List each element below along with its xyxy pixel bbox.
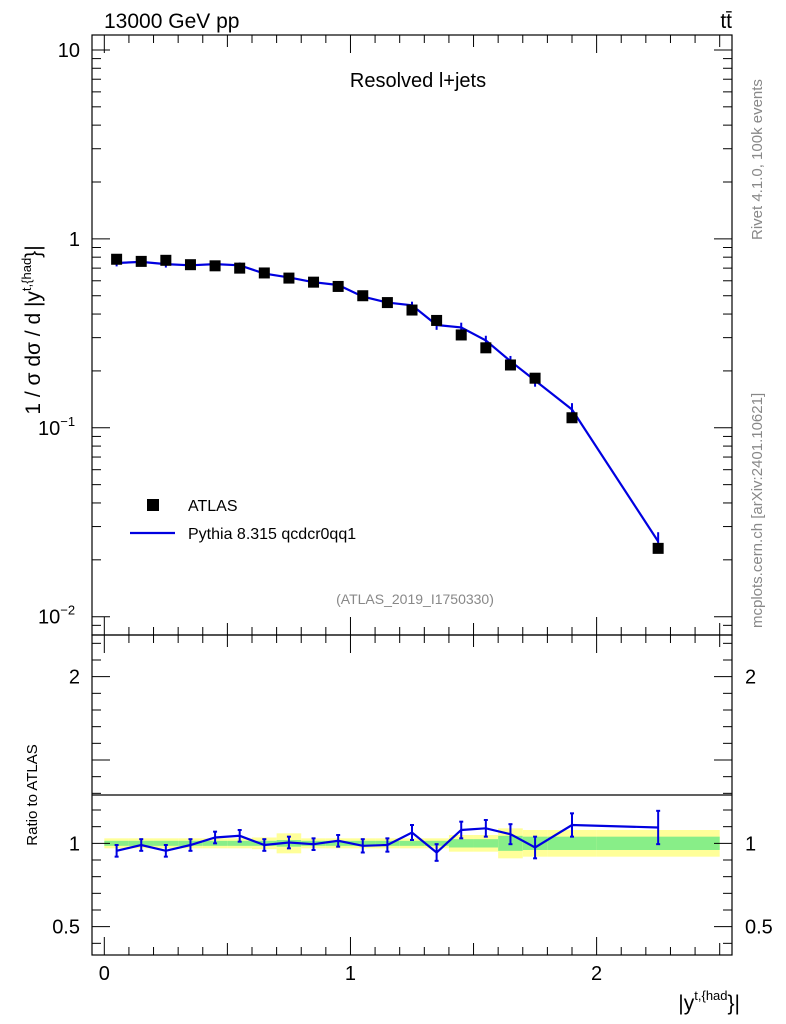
x-tick-label: 2 [591,963,602,985]
source-label: mcplots.cern.ch [arXiv:2401.10621] [749,393,766,628]
atlas-point [566,412,578,424]
atlas-point [455,329,467,341]
ratio-line [116,823,659,854]
band-green [399,840,425,846]
atlas-point [504,359,516,371]
band-green [547,836,597,850]
ratio-tick-label-right: 1 [745,833,756,855]
y-tick-label: 10 [58,40,80,62]
atlas-point [258,267,270,279]
analysis-id: (ATLAS_2019_I1750330) [336,591,494,607]
ratio-tick-label-right: 0.5 [745,917,773,939]
band-green [153,840,179,846]
atlas-point [652,542,664,554]
atlas-point [135,255,147,267]
legend-atlas-label: ATLAS [188,498,238,515]
atlas-point [529,372,541,384]
atlas-point [234,262,246,274]
legend-atlas-marker [147,499,159,511]
svg-text:Rivet 4.1.0, 100k events: Rivet 4.1.0, 100k events [749,79,766,240]
ratio-ylabel: Ratio to ATLAS [24,744,41,845]
ratio-tick-label: 2 [69,667,80,689]
svg-text:Ratio to ATLAS: Ratio to ATLAS [24,744,41,845]
atlas-point [283,272,295,284]
ratio-tick-label: 1 [69,833,80,855]
atlas-point [308,276,320,288]
atlas-point [357,290,369,302]
header-right: tt̄ [720,10,732,33]
y-tick-label: 10−2 [38,603,75,629]
band-green [227,840,252,846]
atlas-point [111,253,123,265]
atlas-point [431,314,443,326]
atlas-point [480,342,492,354]
band-green [473,839,499,848]
ratio-frame [91,634,733,956]
y-tick-label: 1 [69,229,80,251]
legend-mc-label: Pythia 8.315 qcdcr0qq1 [188,526,356,543]
x-tick-label: 1 [345,963,356,985]
svg-text:1 / σ dσ / d |yt,{had}|: 1 / σ dσ / d |yt,{had}| [19,245,45,414]
plot-title: Resolved l+jets [350,70,486,92]
ratio-tick-label: 0.5 [52,917,80,939]
legend: ATLAS Pythia 8.315 qcdcr0qq1 [130,498,356,543]
band-green [448,839,474,848]
y-tick-label: 10−1 [38,414,75,440]
main-frame [91,34,733,636]
x-axis-label: |yt,{had}| [678,988,740,1015]
header-left: 13000 GeV pp [104,10,239,33]
svg-text:mcplots.cern.ch [arXiv:2401.10: mcplots.cern.ch [arXiv:2401.10621] [749,393,766,628]
x-tick-label: 0 [99,963,110,985]
atlas-point [381,297,393,309]
atlas-point [209,260,221,272]
ratio-tick-label-right: 2 [745,667,756,689]
atlas-point [332,280,344,292]
atlas-point [184,259,196,271]
rivet-label: Rivet 4.1.0, 100k events [749,79,766,240]
band-green [104,840,129,846]
main-ylabel: 1 / σ dσ / d |yt,{had}| [19,245,45,414]
atlas-point [406,304,418,316]
svg-text:|yt,{had}|: |yt,{had}| [678,988,740,1015]
atlas-point [160,254,172,266]
